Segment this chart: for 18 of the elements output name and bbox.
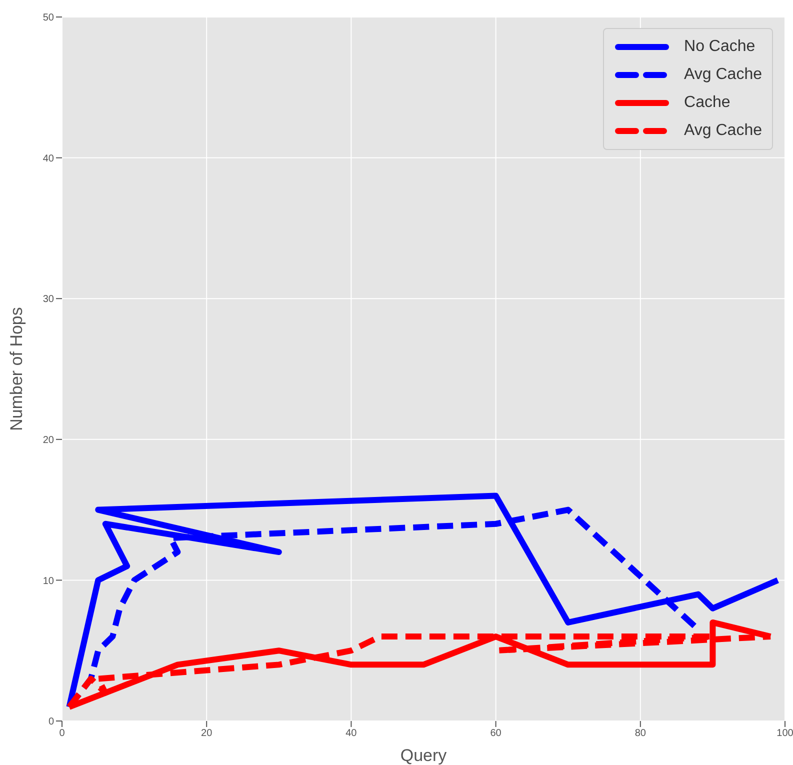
legend-label: Cache: [684, 94, 730, 112]
y-tick-label: 30: [42, 294, 54, 306]
y-axis-title: Number of Hops: [7, 307, 26, 431]
legend-label: No Cache: [684, 38, 756, 56]
x-tick-label: 20: [201, 728, 213, 740]
x-tick-label: 40: [346, 728, 358, 740]
y-tick-label: 50: [42, 12, 54, 24]
y-tick-label: 10: [42, 576, 54, 587]
y-tick-label: 20: [42, 434, 54, 446]
y-tick-label: 40: [42, 153, 54, 164]
legend-label: Avg Cache: [684, 66, 762, 84]
y-tick-label: 0: [48, 716, 54, 728]
x-tick-label: 100: [776, 728, 793, 740]
x-tick-label: 80: [634, 728, 646, 740]
x-tick-label: 0: [59, 728, 66, 740]
legend-label: Avg Cache: [684, 122, 762, 140]
x-axis-title: Query: [400, 746, 448, 765]
x-tick-label: 60: [490, 728, 502, 740]
